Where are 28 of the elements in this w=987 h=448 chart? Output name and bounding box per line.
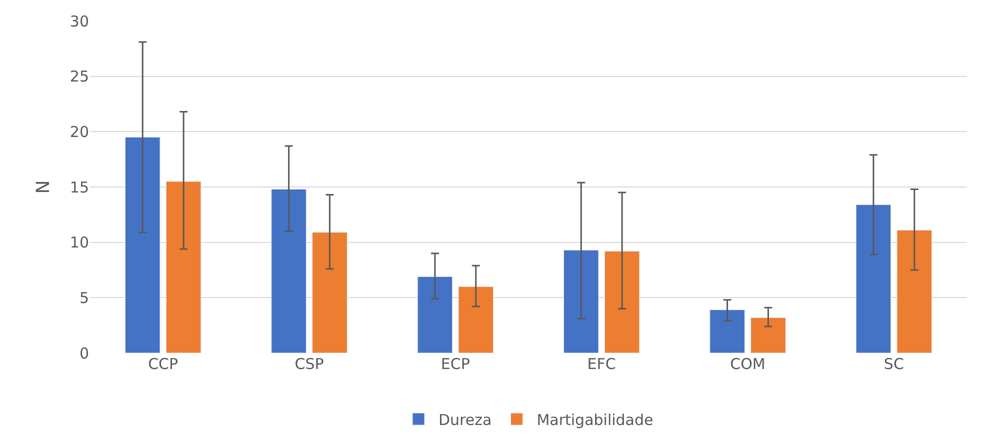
x-tick-label: ECP <box>440 355 470 373</box>
y-tick-label: 30 <box>70 12 89 30</box>
bar <box>417 276 453 353</box>
y-tick-label: 25 <box>70 68 89 86</box>
bar <box>312 232 348 353</box>
bar <box>856 204 892 353</box>
x-tick-label: CSP <box>294 355 324 373</box>
y-tick-label: 0 <box>79 344 89 362</box>
bar <box>710 310 745 353</box>
y-tick-label: 5 <box>79 288 89 307</box>
x-tick-label: CCP <box>148 355 178 373</box>
bar <box>271 188 306 353</box>
y-tick-label: 10 <box>70 234 89 252</box>
x-tick-label: COM <box>730 355 766 373</box>
legend-label: Martigabilidade <box>536 410 654 429</box>
bar <box>563 250 599 353</box>
bar <box>604 250 640 353</box>
y-axis-title: N <box>33 180 54 194</box>
bar <box>750 317 786 353</box>
y-tick-label: 15 <box>70 178 89 196</box>
y-tick-label: 20 <box>70 122 89 141</box>
bar <box>458 286 494 353</box>
legend-label: Dureza <box>438 410 492 429</box>
x-tick-label: EFC <box>587 355 616 373</box>
bar <box>896 230 932 353</box>
bar <box>166 181 202 353</box>
bar <box>124 136 160 353</box>
x-tick-label: SC <box>884 355 904 373</box>
